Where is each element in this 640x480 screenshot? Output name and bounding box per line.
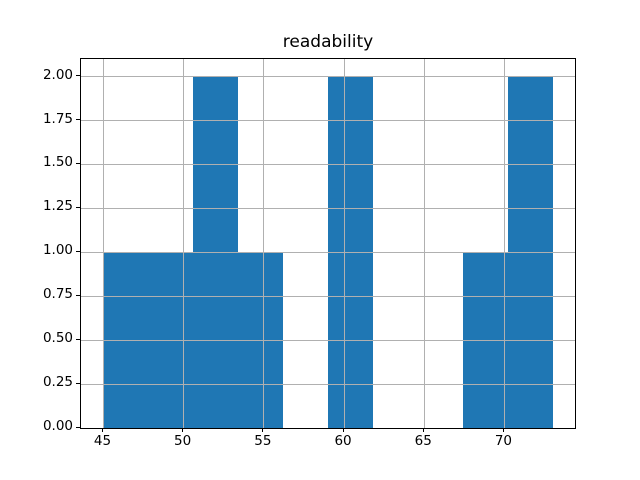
y-tick-label: 0.00 [42, 418, 73, 434]
x-tick-label: 60 [334, 433, 352, 449]
x-tick-label: 45 [93, 433, 112, 449]
y-tick-label: 1.50 [42, 154, 73, 171]
y-tick-mark [76, 426, 80, 428]
y-tick-mark [76, 75, 80, 77]
y-tick-label: 2.00 [42, 66, 73, 83]
x-tick-label: 65 [414, 433, 432, 449]
y-tick-label: 1.00 [42, 242, 73, 259]
gridline-vertical [503, 59, 505, 428]
gridline-vertical [423, 59, 425, 428]
gridline-horizontal [81, 76, 575, 78]
x-tick-label: 70 [494, 433, 513, 449]
x-tick-label: 50 [174, 433, 192, 449]
x-tick-mark [502, 428, 504, 432]
gridline-vertical [183, 59, 185, 428]
gridline-vertical [263, 59, 265, 428]
chart-title: readability [282, 32, 374, 52]
gridline-vertical [102, 59, 104, 428]
x-tick-mark [182, 428, 184, 432]
y-tick-mark [76, 206, 80, 208]
x-tick-label: 55 [254, 433, 272, 449]
y-tick-mark [76, 250, 80, 252]
y-tick-label: 0.75 [42, 286, 73, 303]
gridline-vertical [343, 59, 345, 428]
gridline-horizontal [81, 120, 575, 121]
gridline-horizontal [81, 295, 575, 297]
gridline-horizontal [81, 163, 575, 165]
y-tick-label: 1.25 [42, 198, 73, 215]
x-tick-mark [262, 428, 264, 432]
x-tick-mark [101, 428, 103, 432]
gridline-horizontal [81, 383, 575, 385]
y-tick-label: 0.25 [42, 374, 73, 391]
y-tick-mark [76, 162, 80, 164]
gridline-horizontal [81, 339, 575, 341]
x-tick-mark [422, 428, 424, 432]
plot-area [80, 58, 576, 429]
y-tick-mark [76, 119, 80, 120]
gridline-horizontal [81, 251, 575, 253]
y-tick-mark [76, 338, 80, 340]
y-tick-label: 1.75 [42, 110, 73, 127]
y-tick-mark [76, 294, 80, 296]
y-tick-label: 0.50 [42, 330, 73, 347]
x-tick-mark [342, 428, 344, 432]
gridline-horizontal [81, 207, 575, 209]
y-tick-mark [76, 382, 80, 384]
